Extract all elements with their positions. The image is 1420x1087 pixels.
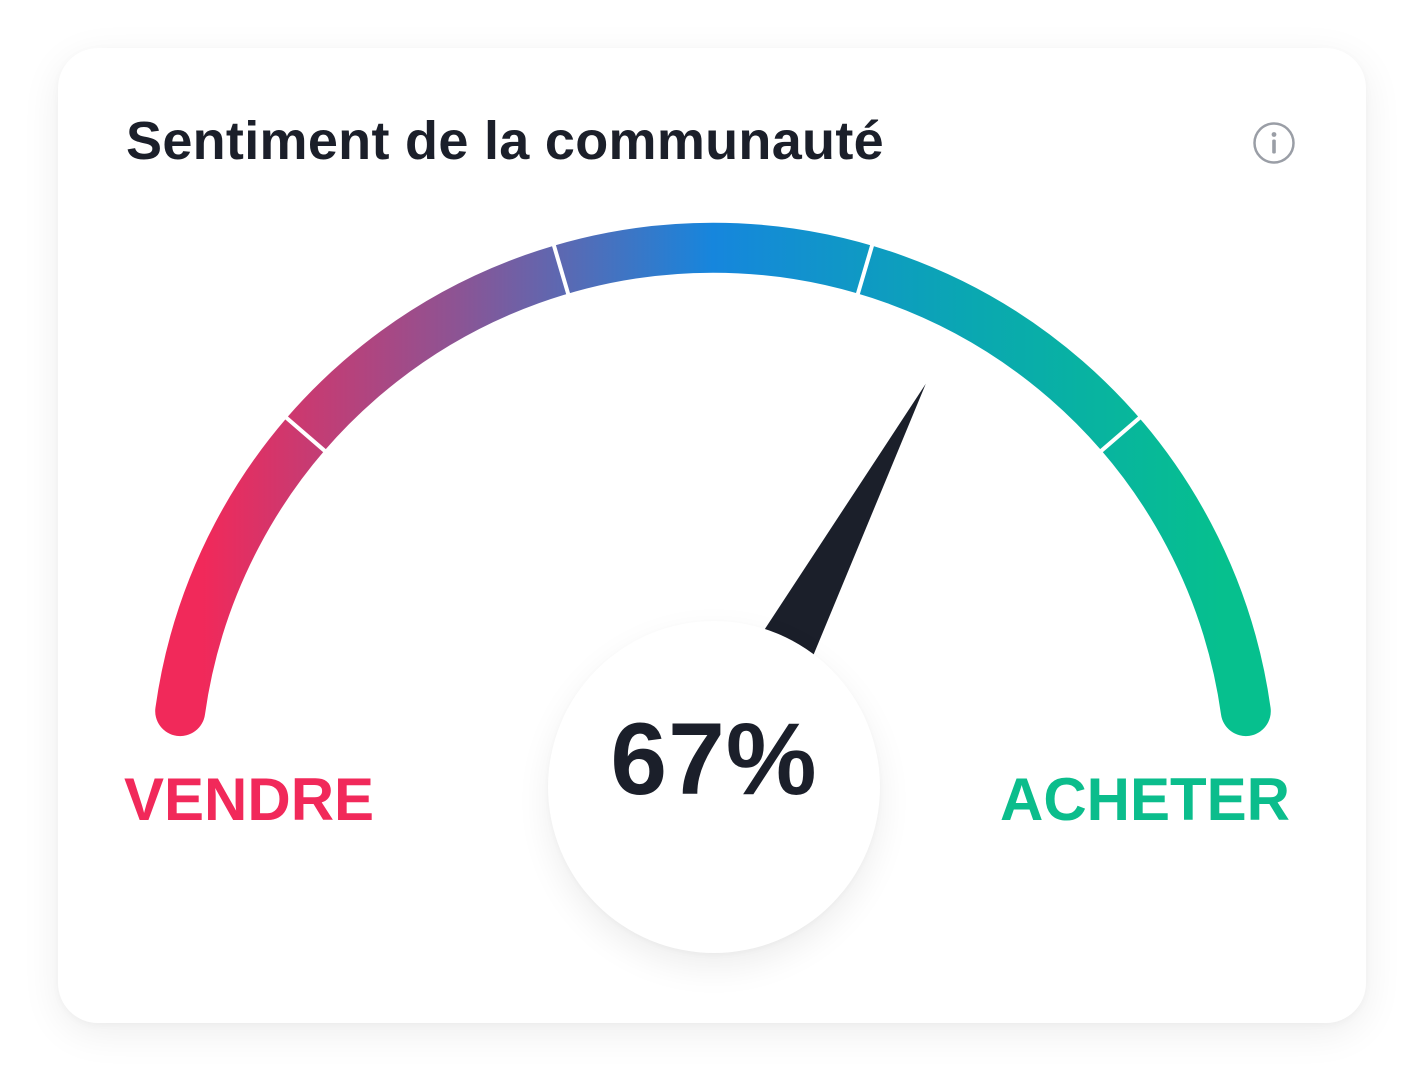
sentiment-card: Sentiment de la communauté 67% VENDRE AC… [58, 48, 1366, 1023]
buy-label: ACHETER [999, 766, 1290, 833]
gauge-divider [1096, 413, 1145, 456]
gauge-dividers [281, 240, 1145, 456]
gauge-divider [550, 240, 572, 300]
gauge-needle [762, 383, 926, 660]
sell-label: VENDRE [124, 766, 375, 833]
gauge-divider [281, 413, 330, 456]
sentiment-value: 67% [610, 702, 818, 816]
info-icon[interactable] [1253, 122, 1295, 164]
gauge-divider [854, 240, 876, 300]
card-title: Sentiment de la communauté [126, 111, 884, 171]
value-disc [548, 621, 880, 953]
gauge [155, 222, 1271, 737]
gauge-arc [155, 222, 1271, 737]
